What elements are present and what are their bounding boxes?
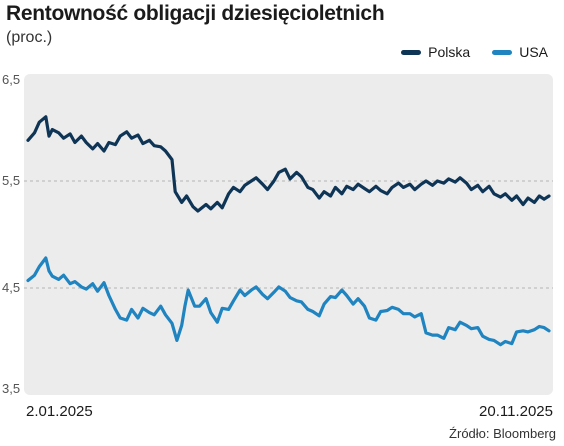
legend-swatch-usa bbox=[492, 49, 513, 55]
x-label-end: 20.11.2025 bbox=[479, 403, 553, 420]
series-line-usa bbox=[26, 256, 551, 347]
y-tick-label: 6,5 bbox=[2, 72, 20, 87]
y-tick-label: 4,5 bbox=[2, 280, 20, 295]
legend-item-usa: USA bbox=[492, 44, 548, 60]
y-tick-label: 5,5 bbox=[2, 173, 20, 188]
legend-label-polska: Polska bbox=[428, 44, 471, 60]
chart-title: Rentowność obligacji dziesięcioletnich bbox=[6, 2, 385, 25]
legend-label-usa: USA bbox=[519, 44, 548, 60]
source-note: Źródło: Bloomberg bbox=[449, 426, 556, 441]
y-tick-label: 3,5 bbox=[2, 381, 20, 396]
chart-subtitle: (proc.) bbox=[6, 29, 53, 46]
plot-background bbox=[24, 74, 553, 395]
legend: Polska USA bbox=[401, 44, 548, 60]
x-label-start: 2.01.2025 bbox=[26, 403, 93, 420]
legend-item-polska: Polska bbox=[401, 44, 470, 60]
legend-swatch-polska bbox=[401, 49, 422, 55]
series-line-polska bbox=[26, 115, 551, 213]
